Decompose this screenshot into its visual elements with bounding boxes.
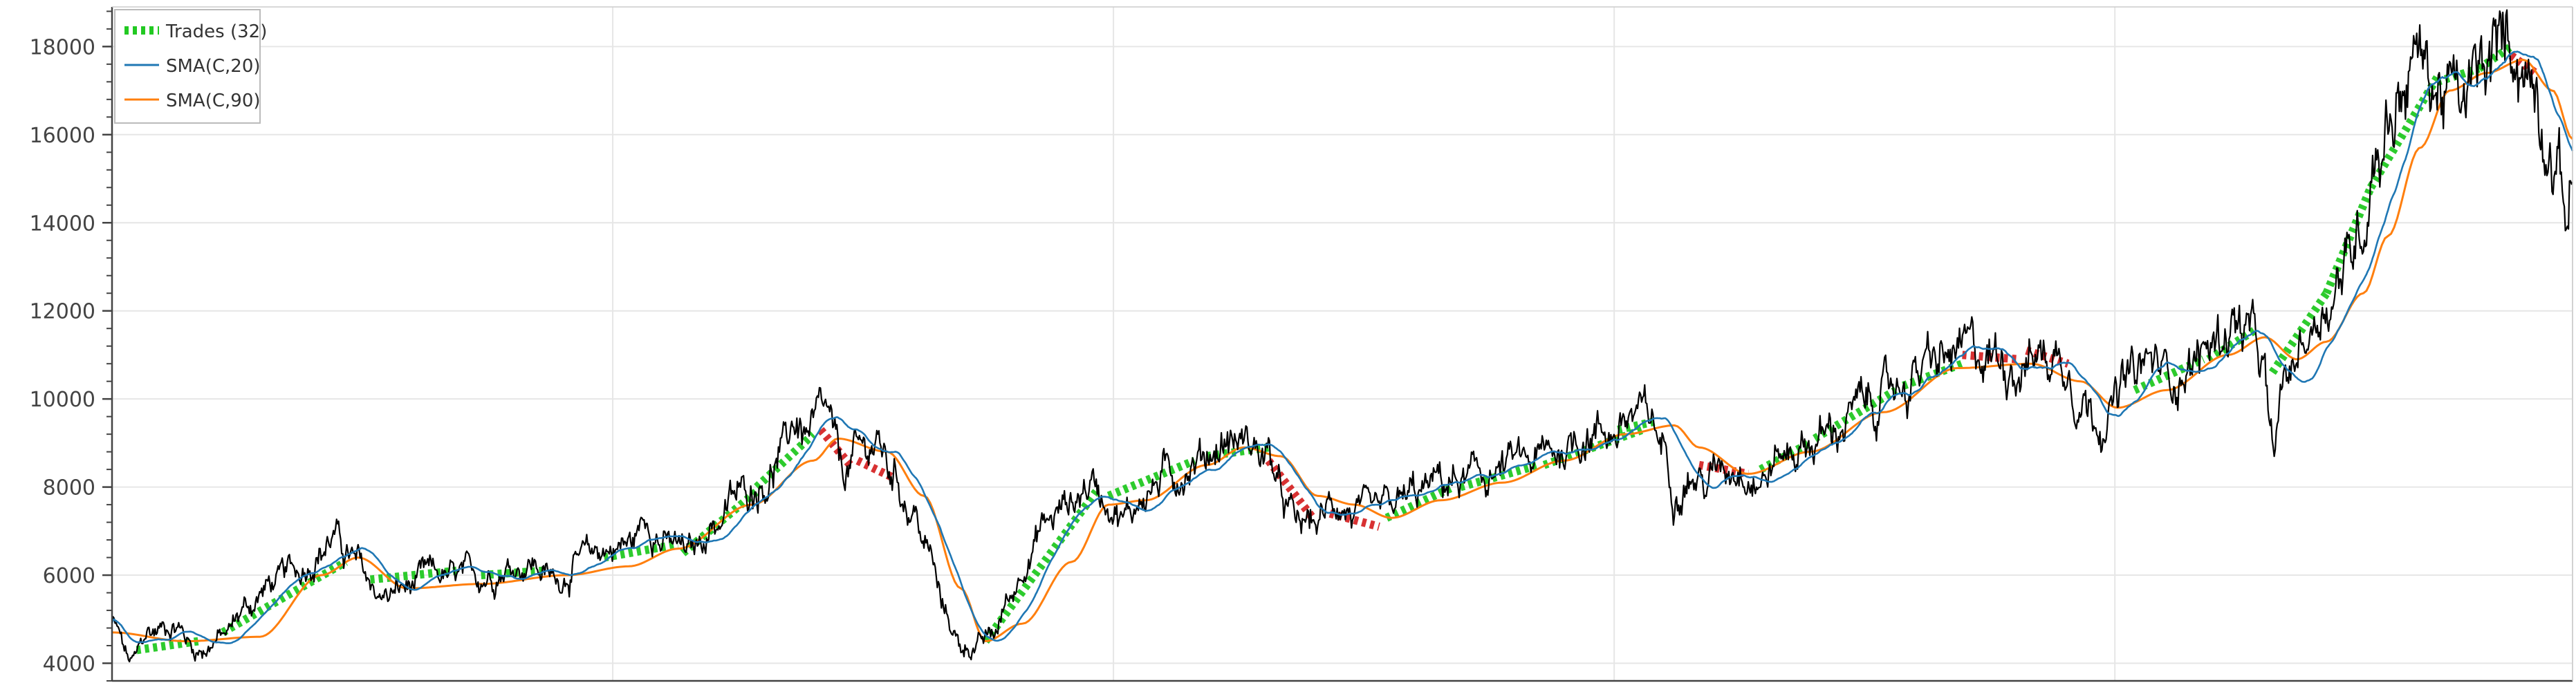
trade-marker	[369, 566, 457, 584]
price-line	[111, 9, 2573, 663]
trade-marker	[136, 637, 199, 655]
trade-marker	[1459, 460, 1541, 491]
y-tick-label: 16000	[30, 124, 95, 148]
sma90-line	[111, 58, 2574, 643]
trade-marker	[2476, 43, 2514, 73]
trade-marker	[1813, 386, 1898, 442]
trade-marker	[2322, 185, 2375, 295]
trade-marker	[817, 426, 853, 468]
legend: Trades (32) SMA(C,20) SMA(C,90)	[114, 9, 267, 124]
y-axis: 4000 6000 8000 10000 12000 14000 16000 18000	[30, 6, 2573, 682]
y-tick-label: 14000	[30, 212, 95, 236]
trade-marker	[982, 489, 1100, 644]
sma20-series	[111, 50, 2574, 644]
trade-marker	[481, 566, 544, 580]
y-tick-label: 4000	[43, 653, 95, 677]
trade-marker	[1902, 359, 1964, 390]
trade-markers	[136, 43, 2539, 655]
y-tick-label: 12000	[30, 300, 95, 324]
price-series	[111, 9, 2573, 663]
legend-label: SMA(C,20)	[166, 56, 261, 77]
legend-label: SMA(C,90)	[166, 91, 261, 111]
legend-label: Trades (32)	[165, 21, 267, 42]
y-tick-label: 10000	[30, 388, 95, 412]
sma20-line	[111, 50, 2574, 644]
trade-marker	[1265, 458, 1317, 520]
sma90-series	[111, 58, 2574, 643]
trade-marker	[1106, 456, 1196, 500]
trade-marker	[2206, 325, 2260, 363]
legend-box	[114, 9, 261, 124]
y-tick-label: 8000	[43, 476, 95, 500]
y-tick-label: 6000	[43, 564, 95, 588]
y-tick-label: 18000	[30, 35, 95, 59]
